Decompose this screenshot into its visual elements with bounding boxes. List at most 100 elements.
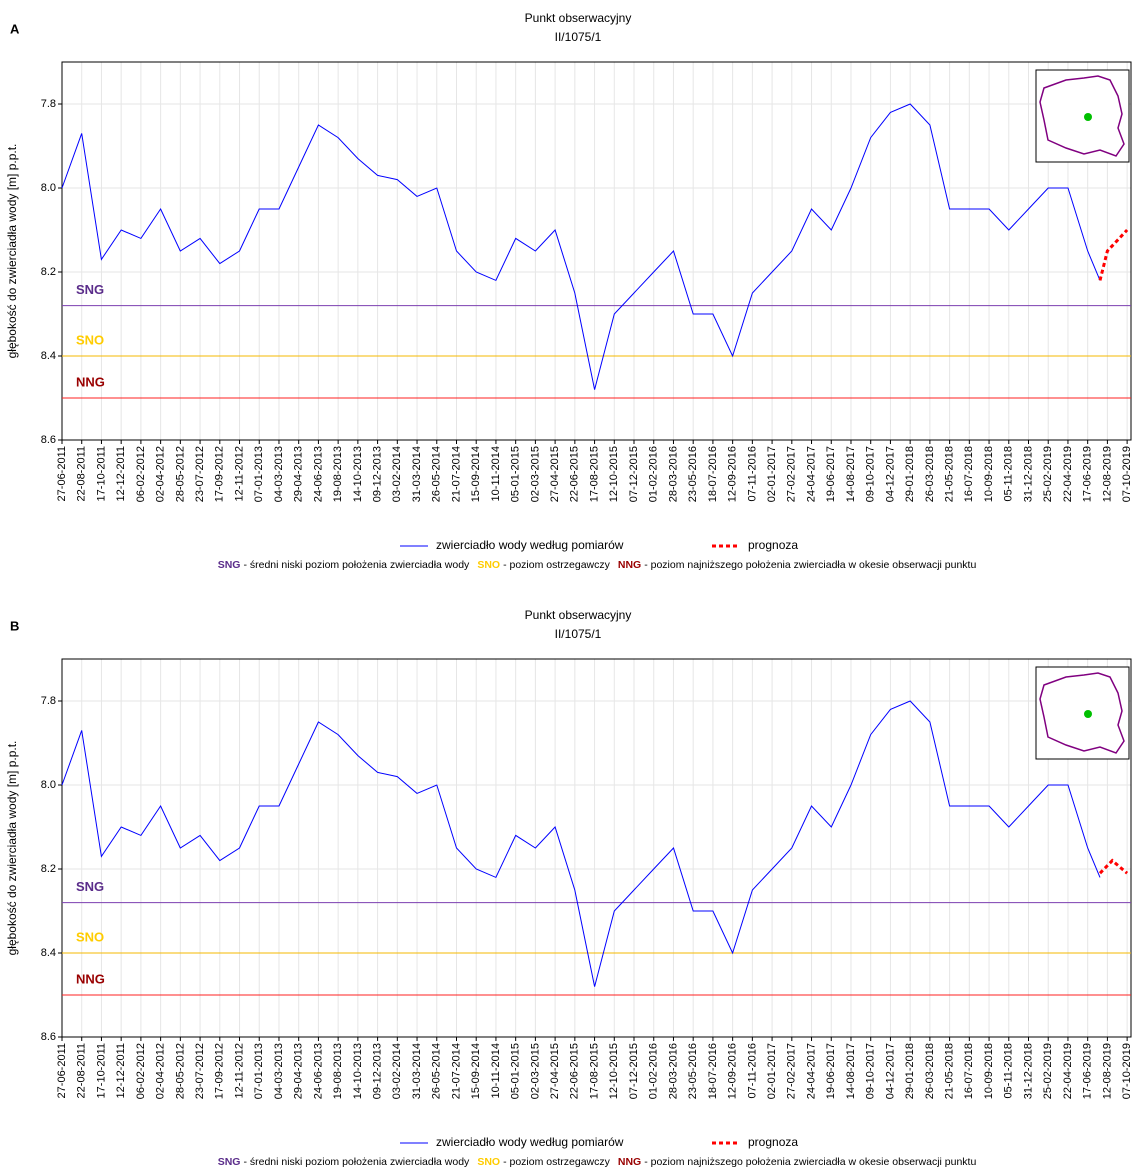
x-tick-label: 17-08-2015 (588, 1043, 600, 1099)
x-tick-label: 31-03-2014 (411, 1043, 423, 1099)
x-tick-label: 23-07-2012 (194, 446, 206, 502)
footnote-text: - poziom ostrzegawczy (503, 559, 611, 571)
panel-label: A (10, 21, 20, 36)
x-tick-label: 23-07-2012 (194, 1043, 206, 1099)
x-tick-label: 28-05-2012 (174, 446, 186, 502)
footnote-abbr: NNG (618, 1156, 641, 1168)
x-tick-label: 19-06-2017 (825, 1043, 837, 1099)
map-point (1084, 710, 1092, 718)
reference-label: NNG (76, 374, 105, 389)
x-tick-label: 02-04-2012 (155, 446, 167, 502)
footnote-text: - poziom najniższego położenia zwierciad… (644, 559, 976, 571)
x-tick-label: 04-03-2013 (273, 446, 285, 502)
x-tick-label: 02-03-2015 (529, 1043, 541, 1099)
plot-frame (61, 658, 1132, 1038)
legend-label: prognoza (748, 1135, 798, 1149)
reference-label: SNG (76, 879, 104, 894)
x-tick-label: 15-09-2014 (470, 1043, 482, 1099)
map-point (1084, 113, 1092, 121)
x-tick-label: 12-09-2016 (727, 446, 739, 502)
footnote-abbr: SNG (218, 559, 241, 571)
x-tick-label: 28-05-2012 (174, 1043, 186, 1099)
x-tick-label: 07-01-2013 (253, 446, 265, 502)
x-tick-label: 06-02-2012 (135, 446, 147, 502)
x-tick-label: 14-10-2013 (352, 446, 364, 502)
x-tick-label: 12-11-2012 (233, 446, 245, 501)
x-tick-label: 22-08-2011 (76, 446, 88, 501)
y-tick-label: 7.8 (41, 98, 56, 110)
x-tick-label: 17-06-2019 (1082, 1043, 1094, 1099)
map-outline (1039, 75, 1125, 157)
reference-label: SNO (76, 332, 104, 347)
chart-subtitle: II/1075/1 (555, 627, 602, 641)
reference-label: SNG (76, 282, 104, 297)
y-tick-label: 8.2 (41, 266, 56, 278)
y-tick-label: 7.8 (41, 695, 56, 707)
x-tick-label: 29-01-2018 (904, 446, 916, 502)
x-tick-label: 09-12-2013 (371, 1043, 383, 1099)
footnote-abbr: NNG (618, 559, 641, 571)
x-tick-label: 12-09-2016 (727, 1043, 739, 1099)
reference-label: SNO (76, 929, 104, 944)
x-tick-label: 21-05-2018 (944, 446, 956, 502)
reference-label: NNG (76, 971, 105, 986)
x-tick-label: 22-04-2019 (1062, 1043, 1074, 1099)
x-tick-label: 27-02-2017 (786, 446, 798, 502)
x-tick-label: 24-04-2017 (805, 446, 817, 502)
x-tick-label: 07-12-2015 (628, 446, 640, 502)
x-tick-label: 27-04-2015 (549, 446, 561, 502)
x-tick-label: 02-01-2017 (766, 446, 778, 502)
x-tick-label: 07-12-2015 (628, 1043, 640, 1099)
footnote: SNG - średni niski poziom położenia zwier… (218, 1156, 977, 1168)
footnote-abbr: SNO (477, 1156, 500, 1168)
y-tick-label: 8.6 (41, 434, 56, 446)
legend-label: zwierciadło wody według pomiarów (436, 538, 624, 552)
footnote: SNG - średni niski poziom położenia zwier… (218, 559, 977, 571)
x-tick-label: 27-06-2011 (56, 446, 68, 501)
x-tick-label: 01-02-2016 (648, 1043, 660, 1099)
x-tick-label: 12-08-2019 (1101, 1043, 1113, 1099)
x-tick-label: 16-07-2018 (963, 446, 975, 502)
y-axis-label: głębokość do zwierciadła wody [m] p.p.t. (5, 144, 19, 359)
x-tick-label: 17-08-2015 (588, 446, 600, 502)
x-tick-label: 23-05-2016 (687, 1043, 699, 1099)
x-tick-label: 23-05-2016 (687, 446, 699, 502)
x-tick-label: 09-10-2017 (865, 446, 877, 502)
x-tick-label: 24-06-2013 (312, 1043, 324, 1099)
x-tick-label: 25-02-2019 (1042, 1043, 1054, 1099)
x-tick-label: 18-07-2016 (707, 1043, 719, 1099)
x-tick-label: 17-09-2012 (214, 1043, 226, 1099)
x-tick-label: 10-09-2018 (983, 446, 995, 502)
x-tick-label: 12-08-2019 (1101, 446, 1113, 502)
x-tick-label: 24-06-2013 (312, 446, 324, 502)
x-tick-label: 07-10-2019 (1121, 1043, 1132, 1099)
chart-title: Punkt obserwacyjny (525, 11, 632, 25)
x-tick-label: 31-12-2018 (1022, 446, 1034, 502)
x-tick-label: 26-05-2014 (431, 1043, 443, 1099)
x-tick-label: 29-01-2018 (904, 1043, 916, 1099)
x-tick-label: 16-07-2018 (963, 1043, 975, 1099)
plot-frame (61, 61, 1132, 441)
x-tick-label: 04-03-2013 (273, 1043, 285, 1099)
x-tick-label: 17-10-2011 (95, 446, 107, 501)
x-tick-label: 21-07-2014 (450, 1043, 462, 1099)
chart-subtitle: II/1075/1 (555, 30, 602, 44)
x-tick-label: 07-11-2016 (746, 1043, 758, 1098)
x-tick-label: 27-06-2011 (56, 1043, 68, 1098)
x-tick-label: 25-02-2019 (1042, 446, 1054, 502)
x-tick-label: 02-04-2012 (155, 1043, 167, 1099)
x-tick-label: 29-04-2013 (293, 446, 305, 502)
x-tick-label: 05-11-2018 (1003, 446, 1015, 501)
x-tick-label: 07-01-2013 (253, 1043, 265, 1099)
y-axis-label: głębokość do zwierciadła wody [m] p.p.t. (5, 741, 19, 956)
x-tick-label: 05-01-2015 (510, 446, 522, 502)
x-tick-label: 31-03-2014 (411, 446, 423, 502)
x-tick-label: 01-02-2016 (648, 446, 660, 502)
x-tick-label: 31-12-2018 (1022, 1043, 1034, 1099)
chart-title: Punkt obserwacyjny (525, 608, 632, 622)
footnote-text: - poziom ostrzegawczy (503, 1156, 611, 1168)
x-tick-label: 26-03-2018 (924, 1043, 936, 1099)
x-tick-label: 17-06-2019 (1082, 446, 1094, 502)
x-tick-label: 10-11-2014 (490, 446, 502, 501)
